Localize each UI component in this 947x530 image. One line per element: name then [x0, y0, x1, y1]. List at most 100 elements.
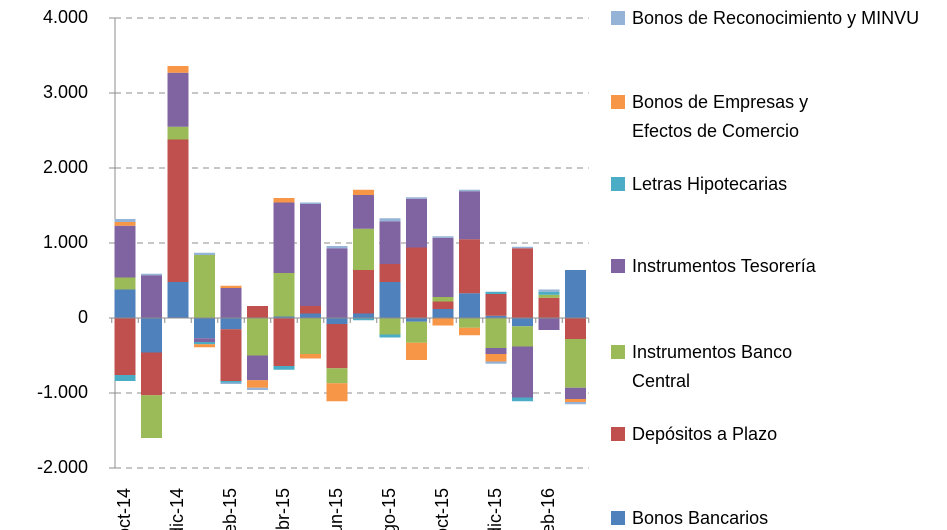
bar-segment — [379, 221, 401, 264]
bar-segment — [326, 383, 348, 402]
bar-segment — [565, 339, 586, 388]
bar-segment — [459, 318, 480, 328]
bar-segment — [432, 301, 454, 309]
bar-segment — [220, 288, 242, 318]
legend-label: Bonos de Empresas y Efectos de Comercio — [632, 92, 809, 141]
bar-segment — [273, 366, 295, 370]
bar-segment — [220, 381, 242, 383]
bar-segment — [432, 237, 454, 297]
bar-segment — [326, 368, 348, 384]
bar-segment — [194, 318, 215, 339]
bar-segment — [485, 318, 507, 348]
bar-segment — [114, 289, 136, 318]
bar-segment — [538, 318, 560, 330]
bar-segment — [538, 297, 560, 318]
bar-segment — [432, 297, 454, 302]
bar-segment — [538, 289, 560, 292]
bar-segment — [406, 321, 427, 343]
bar-segment — [485, 294, 507, 316]
bar-segment — [485, 348, 507, 354]
bar-segment — [114, 318, 136, 375]
bar-segment — [353, 313, 374, 318]
legend-label: Letras Hipotecarias — [632, 174, 788, 194]
bar-segment — [538, 294, 560, 298]
bar-segment — [273, 318, 295, 366]
bar-segment — [379, 282, 401, 318]
y-tick-label: -1.000 — [37, 382, 88, 402]
y-tick-label: 1.000 — [43, 232, 88, 252]
bar-segment — [114, 219, 136, 222]
bar-segment — [353, 270, 374, 314]
bar-segment — [565, 387, 586, 399]
bar-segment — [167, 66, 189, 73]
legend-label: Instrumentos Tesorería — [632, 256, 816, 276]
bar-segment — [194, 342, 215, 345]
bar-segment — [565, 399, 586, 402]
bar-segment — [300, 306, 321, 314]
y-tick-label: -2.000 — [37, 457, 88, 477]
bar-segment — [300, 354, 321, 359]
bar-segment — [565, 402, 586, 405]
bar-segment — [141, 273, 162, 276]
bar-segment — [512, 248, 533, 318]
legend-label: Instrumentos Banco Central — [632, 342, 793, 391]
bar-segment — [167, 72, 189, 127]
legend-swatch — [611, 177, 625, 191]
bar-segment — [273, 198, 295, 203]
bar-segment — [300, 204, 321, 306]
y-tick-label: 3.000 — [43, 82, 88, 102]
bar-segment — [432, 318, 454, 326]
bar-segment — [485, 291, 507, 294]
bar-segment — [326, 324, 348, 369]
bar-segment — [485, 315, 507, 318]
bar-segment — [326, 246, 348, 249]
bar-segment — [300, 202, 321, 204]
x-tick-label: oct-14 — [114, 488, 134, 530]
bar-segment — [565, 318, 586, 339]
bar-segment — [379, 318, 401, 335]
bar-segment — [379, 218, 401, 222]
bar-segment — [538, 291, 560, 295]
x-tick-label: jun-15 — [326, 488, 346, 530]
bar-segment — [220, 285, 242, 288]
x-tick-label: oct-15 — [432, 488, 452, 530]
bar-segment — [512, 318, 533, 327]
bar-segment — [379, 334, 401, 338]
bar-segment — [220, 382, 242, 384]
bar-segment — [485, 361, 507, 364]
legend-swatch — [611, 95, 625, 109]
bar-segment — [565, 270, 586, 318]
bar-segment — [353, 318, 374, 321]
legend-swatch — [611, 511, 625, 525]
bar-segment — [512, 326, 533, 347]
bar-segment — [273, 316, 295, 318]
x-tick-label: dic-14 — [167, 488, 187, 530]
bar-segment — [141, 352, 162, 396]
bar-segment — [114, 375, 136, 381]
x-tick-label: feb-15 — [220, 488, 240, 530]
y-tick-label: 4.000 — [43, 7, 88, 27]
bar-segment — [459, 191, 480, 240]
bar-segment — [459, 293, 480, 318]
legend-swatch — [611, 345, 625, 359]
bar-segment — [247, 355, 268, 381]
bar-segment — [459, 239, 480, 294]
x-tick-label: abr-15 — [273, 488, 293, 530]
bar-segment — [114, 222, 136, 226]
x-tick-label: feb-16 — [538, 488, 558, 530]
legend-label: Bonos de Reconocimiento y MINVU — [632, 8, 920, 28]
legend-swatch — [611, 259, 625, 273]
bar-segment — [512, 346, 533, 398]
bar-segment — [353, 189, 374, 195]
bar-segment — [512, 397, 533, 402]
bar-segment — [406, 342, 427, 360]
bar-segment — [485, 354, 507, 362]
bar-segment — [432, 236, 454, 238]
bar-segment — [141, 275, 162, 318]
legend-label: Depósitos a Plazo — [632, 424, 778, 444]
bar-segment — [220, 329, 242, 381]
bar-segment — [406, 197, 427, 199]
bar-segment — [353, 228, 374, 270]
